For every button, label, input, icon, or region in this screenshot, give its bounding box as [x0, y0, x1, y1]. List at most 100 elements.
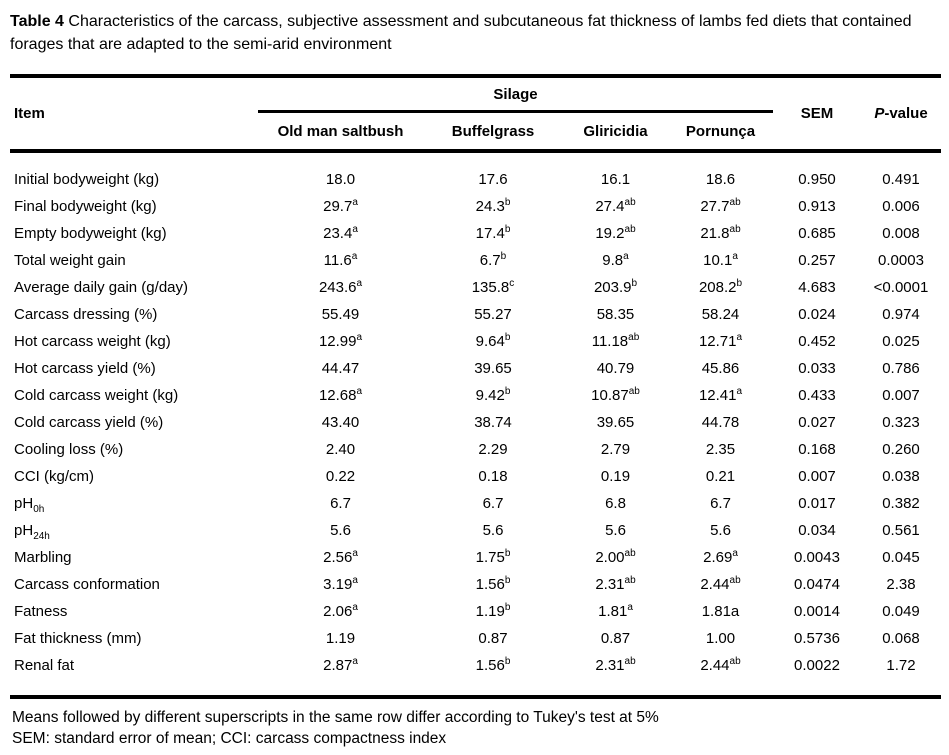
value-cell-buffelgrass: 1.56b	[475, 575, 511, 594]
value-cell-pornunca: 10.1a	[703, 251, 738, 270]
value-cell-old-man-saltbush: 44.47	[321, 360, 360, 377]
table-row: Fat thickness (mm) 1.19 0.87 0.87 1.00 0.5736…	[10, 625, 941, 652]
sem-cell: 0.034	[798, 522, 836, 539]
superscript: c	[509, 278, 515, 289]
value-cell-buffelgrass: 17.6	[478, 171, 508, 188]
pvalue-cell: 0.0003	[878, 252, 924, 269]
pvalue-cell: 0.786	[882, 360, 920, 377]
table-caption-text: Characteristics of the carcass, subjecti…	[10, 13, 912, 53]
pvalue-cell: 0.045	[882, 549, 920, 566]
row-item-label: Fatness	[14, 603, 68, 620]
superscript: ab	[624, 656, 636, 667]
value-cell-pornunca: 1.00	[705, 630, 736, 647]
value-cell-old-man-saltbush: 12.68a	[318, 386, 363, 405]
row-item-label: pH0h	[14, 495, 45, 515]
sem-cell: 0.950	[798, 171, 836, 188]
value-cell-buffelgrass: 1.75b	[475, 548, 511, 567]
table-row: Empty bodyweight (kg) 23.4a 17.4b 19.2ab 21.…	[10, 220, 941, 247]
footnote-tukey: Means followed by different superscripts…	[12, 709, 659, 726]
sem-cell: 0.913	[798, 198, 836, 215]
value-cell-old-man-saltbush: 29.7a	[323, 197, 358, 216]
pvalue-cell: 0.007	[882, 387, 920, 404]
superscript: b	[504, 602, 511, 613]
pvalue-cell: 2.38	[886, 576, 916, 593]
value-cell-old-man-saltbush: 55.49	[321, 306, 360, 323]
superscript: a	[352, 656, 358, 667]
sem-cell: 0.257	[798, 252, 836, 269]
value-cell-gliricidia: 1.81a	[598, 602, 633, 621]
pvalue-cell: 0.025	[882, 333, 920, 350]
value-cell-pornunca: 6.7	[710, 495, 731, 512]
row-item-label: Cold carcass yield (%)	[14, 414, 164, 431]
sem-cell: 0.024	[798, 306, 836, 323]
value-cell-pornunca: 12.41a	[698, 386, 743, 405]
value-cell-pornunca: 12.71a	[698, 332, 743, 351]
superscript: ab	[624, 575, 636, 586]
pvalue-cell: 0.260	[882, 441, 920, 458]
row-item-label: Hot carcass yield (%)	[14, 360, 156, 377]
pvalue-cell: 1.72	[886, 657, 916, 674]
value-cell-gliricidia: 10.87ab	[591, 386, 640, 405]
table-row: Total weight gain 11.6a 6.7b 9.8a 10.1a 0.257…	[10, 247, 941, 274]
value-cell-gliricidia: 39.65	[596, 414, 635, 431]
footnotes: Means followed by different superscripts…	[10, 707, 941, 749]
value-cell-gliricidia: 5.6	[605, 522, 626, 539]
value-cell-gliricidia: 2.31ab	[595, 656, 636, 675]
row-item-label: Total weight gain	[14, 252, 126, 269]
value-cell-buffelgrass: 39.65	[474, 360, 512, 377]
superscript: b	[504, 386, 511, 397]
col-header-old-man-saltbush: Old man saltbush	[258, 111, 423, 153]
value-cell-gliricidia: 0.19	[600, 468, 631, 485]
col-header-buffelgrass: Buffelgrass	[423, 111, 563, 153]
table-row: Hot carcass yield (%) 44.47 39.65 40.79 45.8…	[10, 355, 941, 382]
subscript: 24h	[33, 531, 50, 542]
value-cell-pornunca: 1.81a	[701, 603, 740, 620]
superscript: ab	[729, 575, 741, 586]
superscript: a	[351, 251, 358, 262]
table-row: Carcass dressing (%) 55.49 55.27 58.35 58.24…	[10, 301, 941, 328]
row-item-label: Hot carcass weight (kg)	[14, 333, 171, 350]
superscript: b	[504, 548, 511, 559]
superscript: a	[356, 386, 363, 397]
pvalue-cell: 0.561	[882, 522, 920, 539]
superscript: ab	[729, 224, 741, 235]
table-row: Cooling loss (%) 2.40 2.29 2.79 2.35 0.168 0.2…	[10, 436, 941, 463]
value-cell-old-man-saltbush: 243.6a	[318, 278, 363, 297]
pvalue-cell: 0.382	[882, 495, 920, 512]
row-item-label: Fat thickness (mm)	[14, 630, 142, 647]
value-cell-old-man-saltbush: 23.4a	[323, 224, 358, 243]
sem-cell: 0.0043	[794, 549, 840, 566]
value-cell-pornunca: 2.44ab	[700, 575, 741, 594]
value-cell-old-man-saltbush: 2.56a	[323, 548, 358, 567]
table-row: pH0h 6.7 6.7 6.8 6.7 0.017 0.382	[10, 490, 941, 517]
value-cell-gliricidia: 9.8a	[602, 251, 629, 270]
value-cell-buffelgrass: 0.18	[478, 468, 508, 485]
pvalue-cell: 0.006	[882, 198, 920, 215]
value-cell-gliricidia: 11.18ab	[591, 332, 640, 351]
value-cell-gliricidia: 6.8	[605, 495, 626, 512]
superscript: a	[352, 224, 358, 235]
value-cell-old-man-saltbush: 2.87a	[323, 656, 358, 675]
superscript: ab	[624, 548, 636, 559]
superscript: a	[352, 548, 358, 559]
value-cell-pornunca: 27.7ab	[700, 197, 741, 216]
table-row: CCI (kg/cm) 0.22 0.18 0.19 0.21 0.007 0.038	[10, 463, 941, 490]
col-header-item: Item	[10, 76, 258, 153]
table-row: Cold carcass yield (%) 43.40 38.74 39.65 44.…	[10, 409, 941, 436]
row-item-label: Carcass dressing (%)	[14, 306, 158, 323]
value-cell-old-man-saltbush: 0.22	[325, 468, 356, 485]
superscript: b	[504, 197, 511, 208]
value-cell-buffelgrass: 9.64b	[475, 332, 511, 351]
value-cell-old-man-saltbush: 6.7	[330, 495, 351, 512]
table-row: Final bodyweight (kg) 29.7a 24.3b 27.4ab 27.…	[10, 193, 941, 220]
sem-cell: 0.017	[798, 495, 836, 512]
value-cell-old-man-saltbush: 43.40	[321, 414, 360, 431]
value-cell-buffelgrass: 38.74	[474, 414, 512, 431]
row-item-label: pH24h	[14, 522, 50, 542]
value-cell-gliricidia: 2.79	[600, 441, 631, 458]
superscript: ab	[729, 656, 741, 667]
value-cell-gliricidia: 2.31ab	[595, 575, 636, 594]
value-cell-gliricidia: 40.79	[596, 360, 635, 377]
superscript: b	[500, 251, 507, 262]
